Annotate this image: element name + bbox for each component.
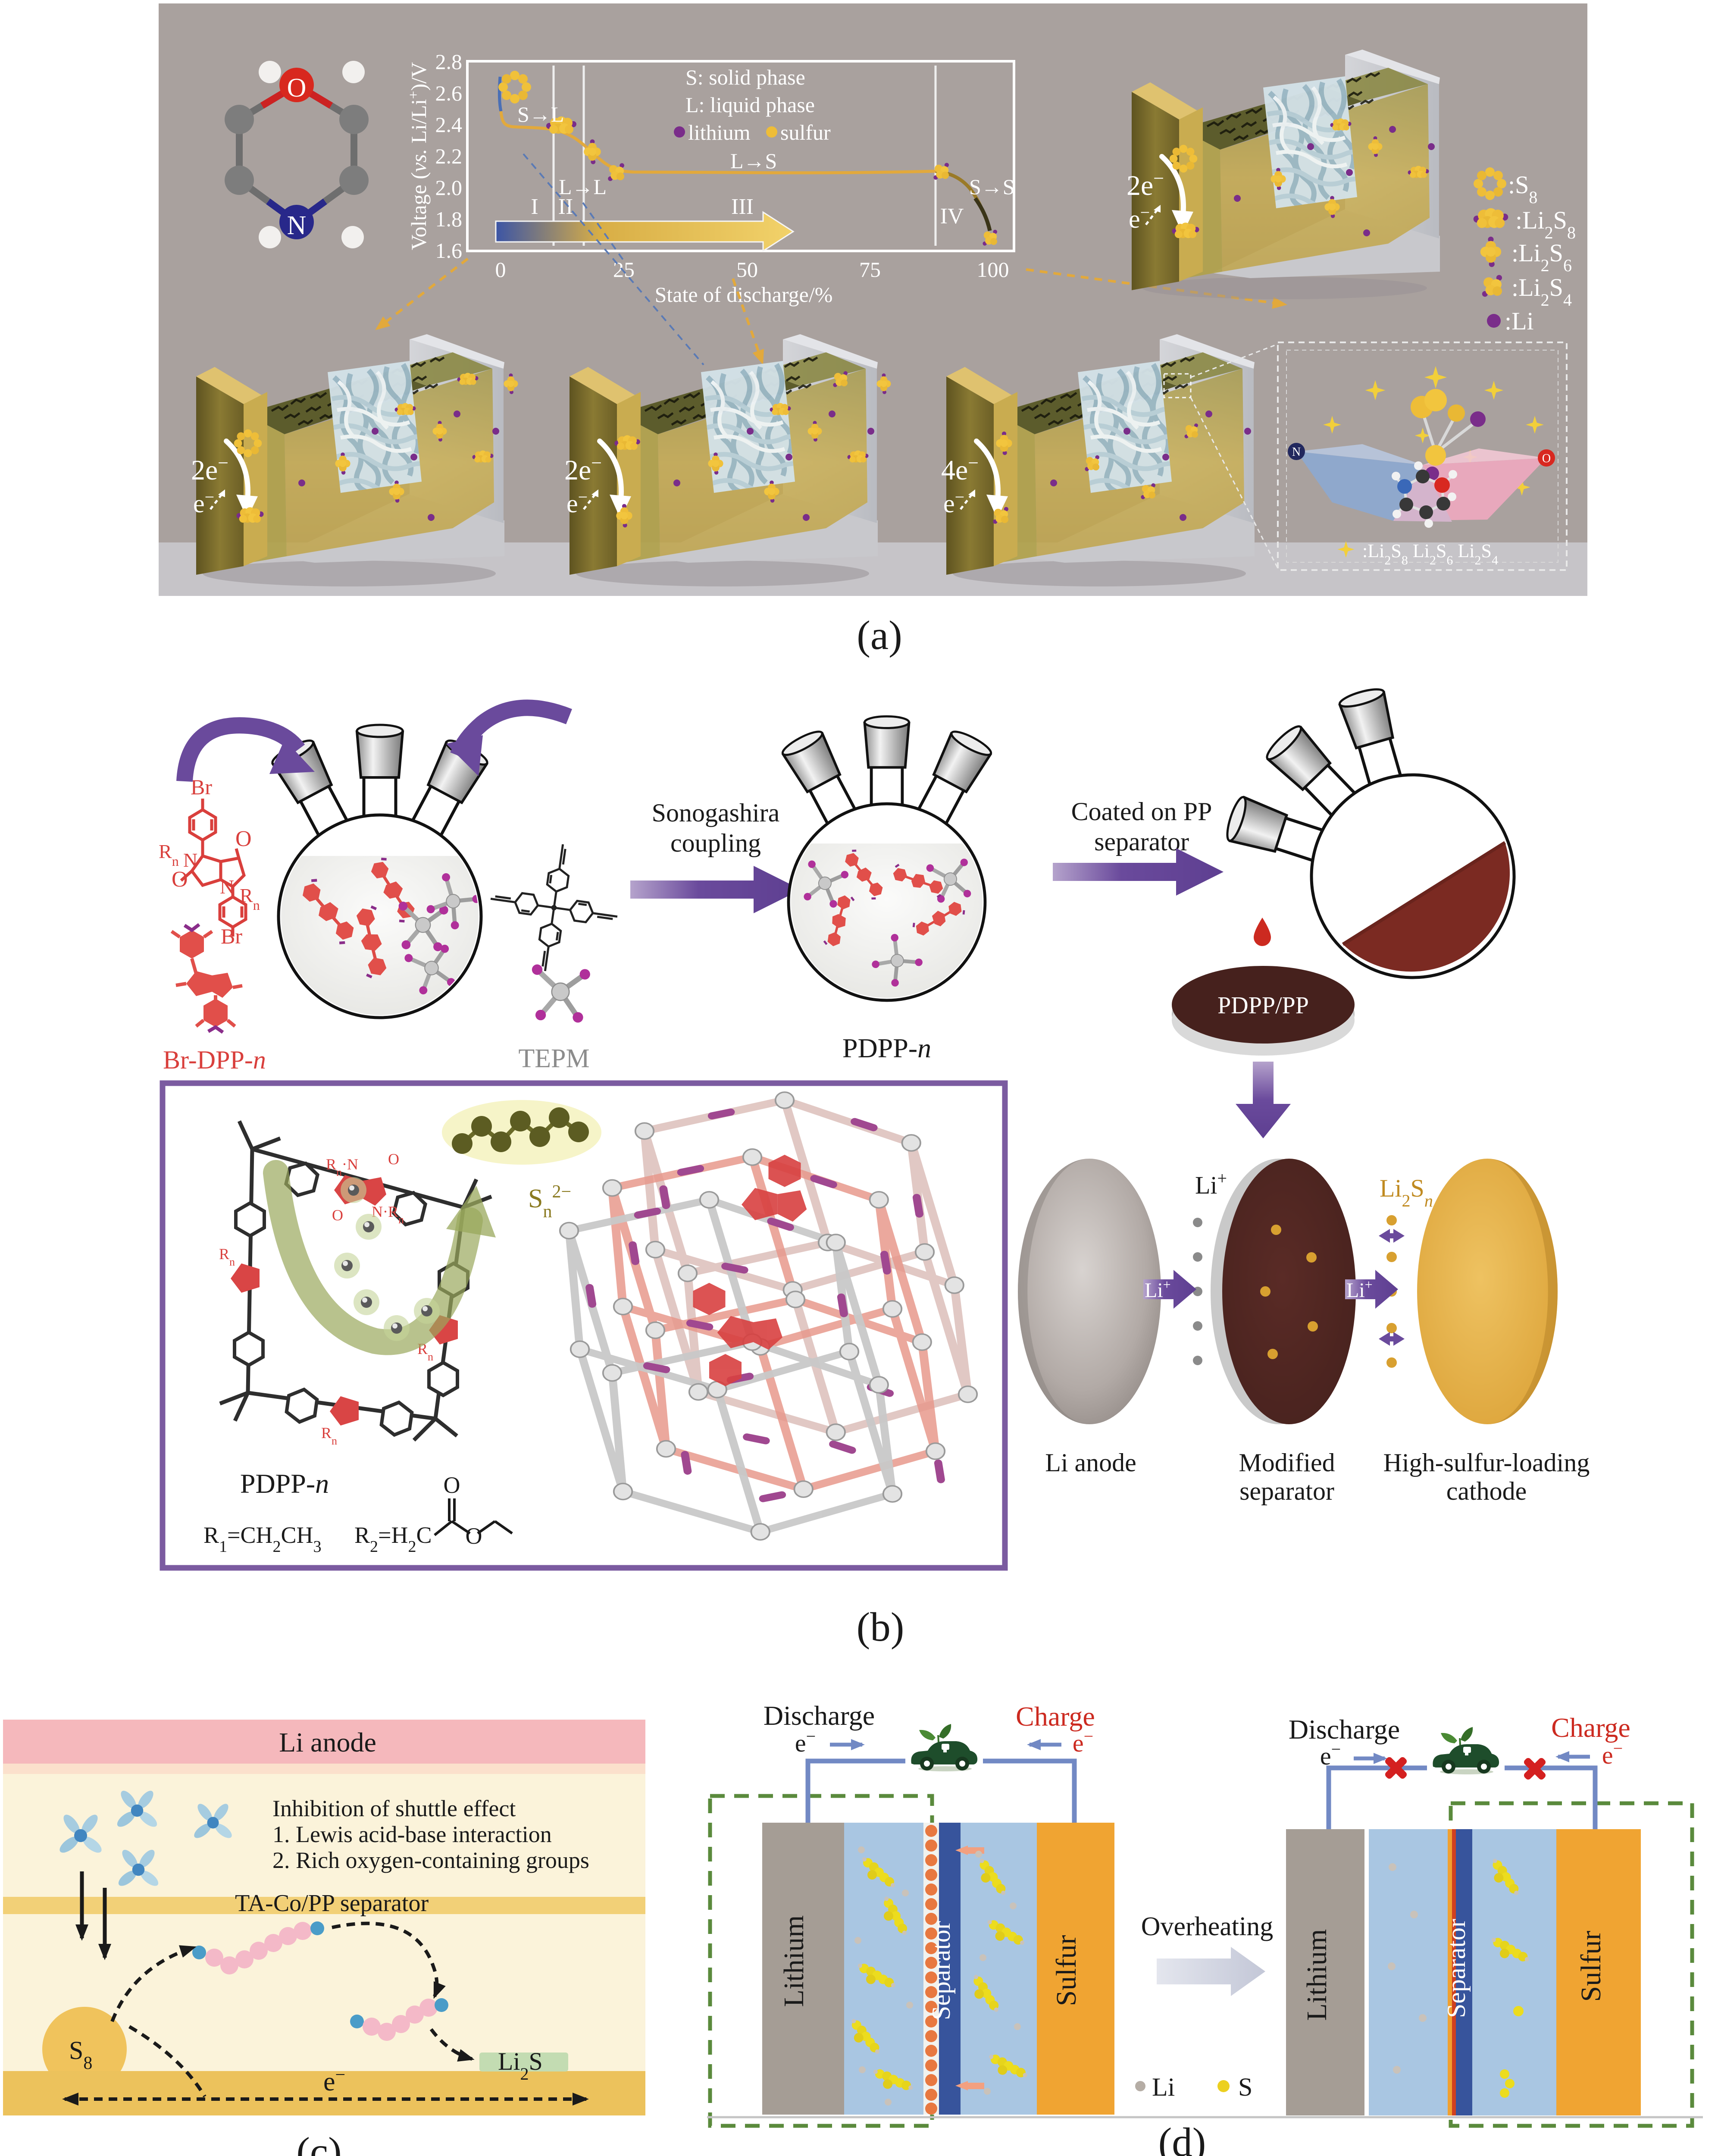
svg-text:cathode: cathode bbox=[1446, 1477, 1527, 1505]
svg-text:N: N bbox=[183, 849, 197, 871]
svg-text:sulfur: sulfur bbox=[780, 120, 831, 144]
svg-text:Coated on PP: Coated on PP bbox=[1071, 797, 1212, 826]
svg-text:separator: separator bbox=[1094, 827, 1189, 856]
svg-text:25: 25 bbox=[613, 257, 635, 282]
svg-text:N: N bbox=[287, 211, 307, 240]
svg-text:L→S: L→S bbox=[730, 149, 777, 173]
svg-text:Sulfur: Sulfur bbox=[1575, 1930, 1607, 2002]
svg-text:Li anode: Li anode bbox=[279, 1727, 376, 1758]
svg-text:Overheating: Overheating bbox=[1141, 1912, 1273, 1941]
svg-text:(b): (b) bbox=[857, 1604, 904, 1650]
svg-text:N: N bbox=[1292, 445, 1301, 459]
svg-text:0: 0 bbox=[495, 257, 506, 282]
svg-text:(a): (a) bbox=[857, 612, 902, 658]
svg-text:e−: e− bbox=[1073, 1727, 1093, 1758]
svg-text:2.8: 2.8 bbox=[435, 50, 463, 74]
svg-text:Inhibition of shuttle effect: Inhibition of shuttle effect bbox=[272, 1796, 516, 1821]
svg-text:Discharge: Discharge bbox=[1289, 1714, 1400, 1745]
svg-text:S: solid phase: S: solid phase bbox=[685, 65, 805, 89]
svg-text:PDPP/PP: PDPP/PP bbox=[1217, 992, 1309, 1019]
svg-text:L→L: L→L bbox=[559, 175, 607, 199]
svg-text:e−: e− bbox=[323, 2065, 345, 2096]
svg-text:2. Rich oxygen-containing grou: 2. Rich oxygen-containing groups bbox=[272, 1847, 589, 1873]
svg-text:(d): (d) bbox=[1158, 2119, 1206, 2156]
svg-text:1. Lewis acid-base interaction: 1. Lewis acid-base interaction bbox=[272, 1821, 552, 1847]
svg-text:S: S bbox=[1238, 2073, 1252, 2101]
svg-text:S→S: S→S bbox=[969, 175, 1015, 199]
svg-text:L: liquid phase: L: liquid phase bbox=[685, 93, 815, 117]
svg-text:Voltage (vs. Li/Li+)/V: Voltage (vs. Li/Li+)/V bbox=[406, 62, 431, 250]
svg-text:Sonogashira: Sonogashira bbox=[652, 799, 780, 827]
svg-text:Li: Li bbox=[1152, 2073, 1175, 2101]
svg-text:State of discharge/%: State of discharge/% bbox=[655, 282, 833, 307]
svg-text:1.6: 1.6 bbox=[435, 238, 463, 263]
svg-text:Rn: Rn bbox=[159, 840, 179, 869]
svg-text:Br: Br bbox=[221, 924, 242, 948]
svg-text:2.0: 2.0 bbox=[435, 175, 463, 200]
svg-text:O: O bbox=[466, 1523, 482, 1549]
svg-text:Lithium: Lithium bbox=[1301, 1929, 1333, 2021]
svg-text:Li2Sn: Li2Sn bbox=[1380, 1174, 1433, 1210]
svg-text::Li: :Li bbox=[1505, 307, 1534, 335]
svg-text:Separator: Separator bbox=[1442, 1919, 1471, 2018]
svg-text:IV: IV bbox=[940, 204, 964, 229]
svg-text:Br-DPP-n: Br-DPP-n bbox=[163, 1046, 266, 1074]
svg-text:e−: e− bbox=[1602, 1739, 1623, 1770]
svg-text:II: II bbox=[558, 194, 573, 219]
svg-text:Sulfur: Sulfur bbox=[1051, 1935, 1082, 2006]
svg-text:O: O bbox=[287, 73, 307, 103]
svg-text:O: O bbox=[235, 827, 252, 851]
svg-text:O: O bbox=[388, 1150, 399, 1168]
svg-text:coupling: coupling bbox=[670, 829, 761, 857]
svg-text:III: III bbox=[731, 194, 754, 219]
svg-text:TEPM: TEPM bbox=[518, 1044, 589, 1073]
svg-text:O: O bbox=[444, 1472, 460, 1498]
svg-text:e−: e− bbox=[795, 1727, 816, 1758]
svg-text:O: O bbox=[332, 1206, 343, 1224]
svg-text:1.8: 1.8 bbox=[435, 207, 463, 231]
svg-text:2.2: 2.2 bbox=[435, 144, 463, 168]
svg-text:Br: Br bbox=[191, 775, 212, 799]
svg-text:Charge: Charge bbox=[1551, 1712, 1630, 1743]
svg-text:Li anode: Li anode bbox=[1045, 1448, 1136, 1477]
svg-text:separator: separator bbox=[1239, 1477, 1334, 1505]
svg-text:I: I bbox=[531, 194, 538, 219]
svg-text:50: 50 bbox=[736, 257, 758, 282]
svg-text:S→L: S→L bbox=[517, 102, 564, 126]
svg-text:e−: e− bbox=[1320, 1739, 1341, 1771]
svg-text:100: 100 bbox=[977, 257, 1009, 282]
svg-text:PDPP-n: PDPP-n bbox=[240, 1468, 329, 1499]
svg-text:Charge: Charge bbox=[1016, 1701, 1095, 1732]
svg-text:2.4: 2.4 bbox=[435, 113, 463, 137]
svg-text:(c): (c) bbox=[296, 2129, 341, 2156]
svg-text:N: N bbox=[220, 876, 234, 898]
svg-text:Discharge: Discharge bbox=[764, 1700, 875, 1731]
svg-text:PDPP-n: PDPP-n bbox=[842, 1033, 931, 1063]
svg-text:Li+: Li+ bbox=[1195, 1169, 1227, 1200]
svg-text:O: O bbox=[1542, 452, 1551, 465]
svg-text:Modified: Modified bbox=[1239, 1448, 1335, 1477]
svg-text:TA-Co/PP separator: TA-Co/PP separator bbox=[235, 1890, 429, 1917]
svg-text:2.6: 2.6 bbox=[435, 81, 463, 105]
svg-text:lithium: lithium bbox=[688, 120, 751, 144]
svg-text:75: 75 bbox=[859, 257, 881, 282]
svg-text:Separator: Separator bbox=[927, 1921, 955, 2020]
svg-text:High-sulfur-loading: High-sulfur-loading bbox=[1383, 1448, 1590, 1477]
svg-text:Lithium: Lithium bbox=[778, 1915, 810, 2007]
svg-text:O: O bbox=[172, 867, 188, 892]
